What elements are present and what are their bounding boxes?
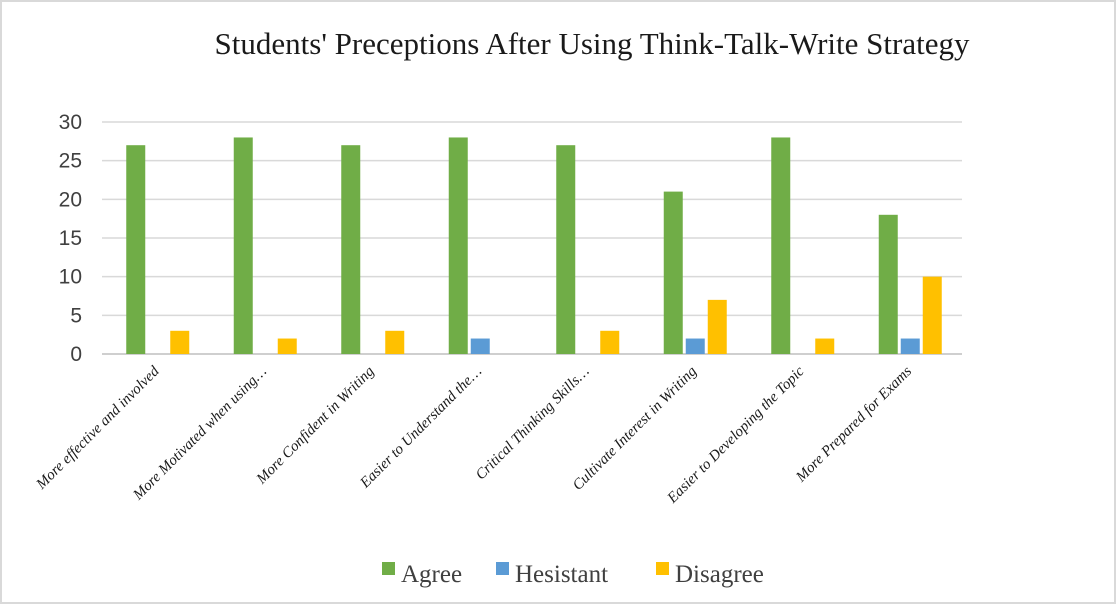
- y-tick-label: 30: [59, 111, 82, 134]
- y-tick-label: 20: [59, 188, 82, 211]
- legend-swatch-agree: [382, 562, 395, 575]
- bar-agree: [771, 137, 791, 354]
- bar-disagree: [170, 330, 190, 354]
- bar-hesistant: [685, 338, 705, 354]
- bar-agree: [878, 214, 898, 354]
- x-tick-label: More effective and involved: [33, 363, 163, 493]
- bar-agree: [663, 191, 683, 354]
- bar-agree: [448, 137, 468, 354]
- bar-disagree: [600, 330, 620, 354]
- x-tick-label: Cultivate Interest in Writing: [570, 363, 701, 494]
- bar-agree: [233, 137, 253, 354]
- bar-disagree: [922, 276, 942, 354]
- legend: Agree Hesistant Disagree: [382, 561, 764, 588]
- y-tick-label: 15: [59, 227, 82, 250]
- legend-label-hesistant: Hesistant: [515, 561, 608, 588]
- x-tick-label: More Prepared for Exams: [793, 363, 916, 486]
- bars: [126, 137, 942, 354]
- x-tick-label: Critical Thinking Skills…: [473, 364, 593, 484]
- gridlines: [102, 121, 962, 355]
- bar-hesistant: [900, 338, 920, 354]
- bar-disagree: [385, 330, 405, 354]
- bar-disagree: [277, 338, 297, 354]
- legend-label-agree: Agree: [401, 561, 462, 588]
- bar-agree: [341, 145, 361, 354]
- legend-swatch-hesistant: [496, 562, 509, 575]
- bar-hesistant: [470, 338, 490, 354]
- chart-title: Students' Preceptions After Using Think-…: [215, 26, 970, 61]
- bar-disagree: [815, 338, 835, 354]
- y-axis-ticks: 0 5 10 15 20 25 30: [59, 111, 82, 366]
- y-tick-label: 5: [70, 304, 82, 327]
- x-tick-label: More Confident in Writing: [253, 363, 378, 488]
- y-tick-label: 25: [59, 150, 82, 173]
- y-tick-label: 0: [70, 343, 82, 366]
- bar-agree: [556, 145, 576, 354]
- bar-disagree: [707, 299, 727, 354]
- bar-agree: [126, 145, 146, 354]
- x-tick-label: Easier to Understand the…: [357, 364, 485, 492]
- y-tick-label: 10: [59, 266, 82, 289]
- legend-label-disagree: Disagree: [675, 561, 764, 588]
- legend-swatch-disagree: [656, 562, 669, 575]
